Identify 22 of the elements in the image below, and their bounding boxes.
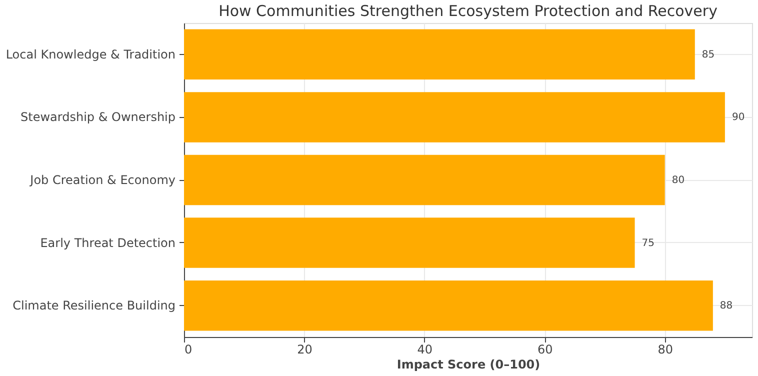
x-tick-label: 80	[658, 342, 673, 356]
y-tick-label: Early Threat Detection	[40, 236, 176, 250]
bar	[184, 29, 695, 80]
x-axis-title: Impact Score (0–100)	[396, 358, 540, 372]
x-tick-label: 40	[417, 342, 433, 356]
x-tick-label: 20	[297, 342, 312, 356]
data-label: 90	[732, 112, 745, 124]
x-tick-label: 0	[184, 342, 192, 356]
bar	[184, 280, 713, 331]
x-tick-label: 60	[537, 342, 553, 356]
y-tick-label: Job Creation & Economy	[29, 173, 176, 187]
y-tick-label: Climate Resilience Building	[12, 298, 176, 313]
data-label: 85	[702, 49, 715, 60]
data-label: 75	[642, 238, 655, 249]
y-tick-label: Stewardship & Ownership	[20, 110, 176, 124]
data-label: 88	[720, 300, 733, 312]
bar	[184, 154, 665, 206]
bar	[184, 92, 725, 142]
chart-title: How Communities Strengthen Ecosystem Protection and Recovery	[218, 2, 718, 20]
bar	[184, 218, 635, 268]
data-label: 80	[672, 175, 685, 186]
y-tick-label: Local Knowledge & Tradition	[6, 47, 176, 62]
